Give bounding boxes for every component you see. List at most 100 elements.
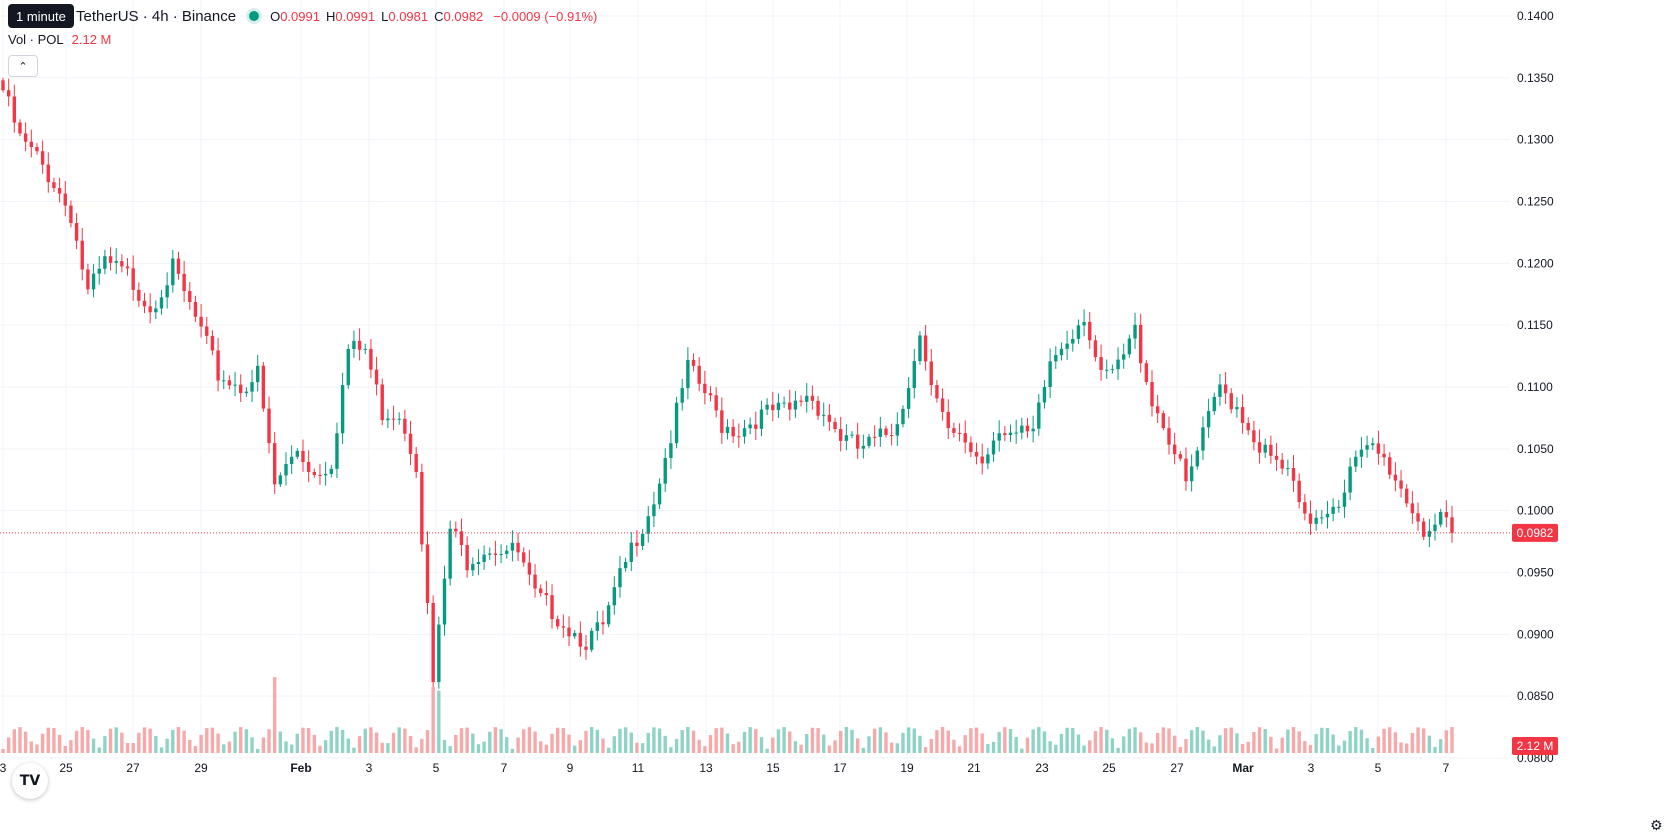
candle-body: [725, 426, 730, 433]
candle: [442, 565, 447, 636]
candle-body: [227, 380, 232, 386]
candle: [23, 122, 28, 152]
collapse-legend-button[interactable]: ⌃: [8, 55, 38, 77]
volume-bar: [171, 729, 175, 753]
candle-body: [1291, 468, 1296, 481]
gear-icon[interactable]: ⚙: [1650, 818, 1663, 834]
candle-body: [1286, 468, 1290, 470]
candle: [437, 616, 441, 689]
volume-bar: [1184, 739, 1188, 753]
candle: [188, 282, 192, 310]
candle: [380, 378, 384, 426]
candle: [1371, 437, 1375, 451]
candle: [788, 389, 792, 421]
candle: [589, 627, 594, 653]
candle-body: [731, 426, 735, 437]
candle-body: [301, 450, 305, 463]
candle-body: [952, 428, 956, 433]
candle: [493, 540, 498, 566]
volume-bar: [357, 736, 362, 753]
volume-bar: [623, 727, 628, 753]
candle: [1365, 435, 1369, 458]
candle-body: [476, 561, 481, 565]
volume-label[interactable]: Vol · POL: [8, 32, 64, 47]
x-tick-label: 19: [900, 761, 914, 775]
candle: [782, 396, 786, 408]
candle-body: [1071, 338, 1075, 344]
volume-bar: [974, 727, 979, 753]
volume-bar: [301, 727, 305, 753]
volume-bar: [1201, 730, 1205, 753]
candle-body: [1082, 321, 1086, 326]
candle: [1291, 455, 1296, 492]
candle: [1105, 359, 1109, 379]
candle-body: [606, 605, 611, 625]
volume-bar: [1212, 746, 1216, 753]
candle-body: [946, 411, 950, 429]
volume-bar: [963, 735, 967, 753]
candle-body: [272, 443, 277, 485]
volume-bar: [601, 738, 605, 753]
candle: [663, 448, 667, 492]
volume-bar: [380, 742, 384, 753]
volume-bar: [97, 747, 101, 753]
candle-body: [754, 424, 758, 429]
volume-bar: [340, 729, 345, 753]
candle: [601, 610, 605, 635]
tradingview-logo[interactable]: TV: [12, 763, 48, 799]
market-status-icon[interactable]: [246, 8, 263, 24]
x-tick-label: 3: [1308, 761, 1315, 775]
volume-bar: [1286, 729, 1290, 753]
candle: [839, 416, 843, 452]
candle: [12, 84, 17, 133]
candle-body: [505, 550, 509, 554]
candle: [923, 324, 928, 371]
candle-body: [442, 578, 447, 625]
candle: [1240, 394, 1245, 434]
candle: [454, 521, 458, 538]
symbol-title[interactable]: TetherUS · 4h · Binance: [76, 7, 237, 25]
candle-body: [1308, 513, 1313, 524]
volume-bar: [539, 741, 543, 753]
volume-bar: [23, 731, 28, 753]
volume-bar: [442, 739, 447, 753]
candle-body: [1088, 321, 1092, 341]
volume-bar: [572, 745, 577, 753]
candle-body: [601, 622, 605, 625]
candle-body: [923, 335, 928, 362]
candle-body: [1167, 428, 1171, 445]
y-tick-label: 0.1050: [1517, 442, 1554, 456]
candle: [974, 442, 979, 465]
candle: [872, 425, 877, 447]
candle: [386, 409, 390, 429]
candle: [901, 405, 905, 428]
candle: [539, 584, 543, 597]
candle: [929, 349, 933, 396]
candle: [74, 213, 79, 250]
candle: [878, 416, 883, 447]
candle-body: [759, 409, 764, 429]
candle-body: [1116, 359, 1120, 370]
candle: [97, 255, 101, 285]
candle-body: [889, 434, 894, 436]
volume-bar: [1178, 747, 1183, 753]
legend: TetherUS · 4h · Binance O0.0991 H0.0991 …: [8, 6, 597, 26]
volume-badge: 2.12 M: [1517, 739, 1554, 753]
volume-bar: [1348, 731, 1352, 753]
candle-body: [533, 574, 537, 589]
volume-bar: [239, 727, 243, 753]
candle: [199, 303, 203, 338]
candle-body: [680, 388, 684, 403]
candle-body: [833, 421, 837, 430]
volume-bar: [946, 730, 950, 753]
candle-body: [493, 553, 498, 555]
volume-bar: [256, 748, 260, 753]
volume-bar: [822, 734, 826, 753]
candle-body: [1110, 369, 1115, 371]
candle-body: [1201, 427, 1205, 451]
candle-body: [674, 402, 679, 444]
volume-bar: [46, 727, 50, 753]
volume-bar: [52, 728, 56, 753]
